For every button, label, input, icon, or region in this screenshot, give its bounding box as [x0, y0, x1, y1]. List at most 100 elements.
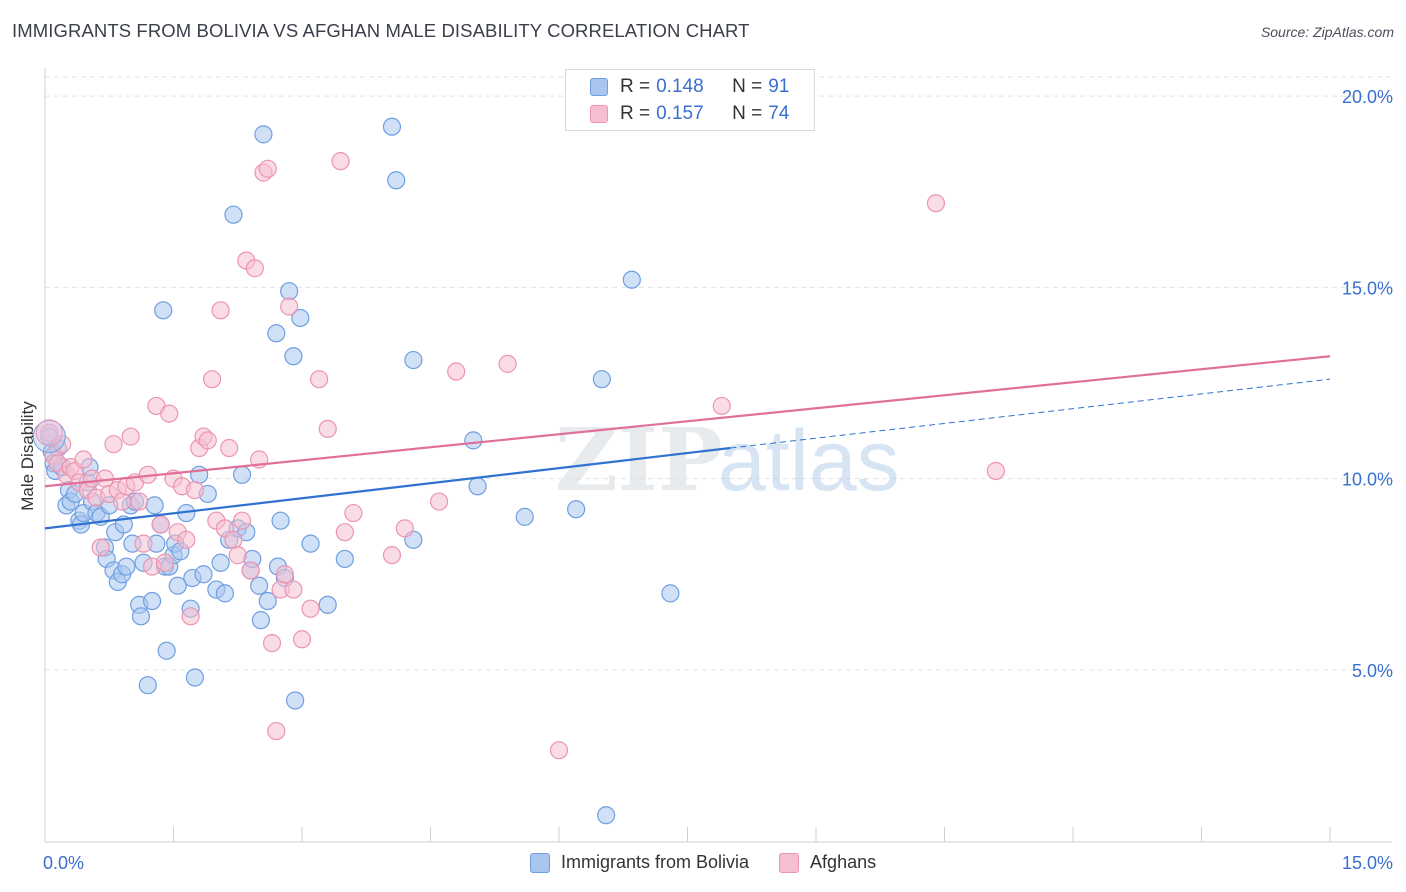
points-layer — [32, 117, 1006, 825]
afghans-point — [35, 419, 63, 447]
afghans-point — [258, 159, 277, 178]
bolivia-point — [286, 691, 305, 710]
bolivia-point — [318, 595, 337, 614]
legend-label-bolivia: Immigrants from Bolivia — [561, 852, 750, 872]
afghans-point — [40, 423, 59, 442]
bolivia-point — [515, 507, 534, 526]
afghans-point — [91, 538, 110, 557]
afghans-point — [275, 565, 294, 584]
y-tick-label: 10.0% — [1342, 470, 1393, 490]
afghans-trend-line — [44, 355, 1331, 488]
afghans-point — [447, 362, 466, 381]
legend-r-value: 0.148 — [656, 76, 704, 97]
afghans-point — [301, 599, 320, 618]
afghans-point — [335, 523, 354, 542]
afghans-point — [292, 630, 312, 649]
x-tick-label: 0.0% — [43, 853, 84, 873]
afghans-point — [331, 152, 350, 171]
bolivia-point — [280, 282, 299, 301]
afghans-point — [318, 419, 337, 438]
bolivia-trend-extension — [730, 378, 1331, 449]
afghans-point — [177, 530, 196, 549]
afghans-point — [262, 633, 282, 653]
afghans-point — [74, 450, 93, 469]
bolivia-point — [267, 324, 286, 343]
afghans-point — [181, 607, 200, 626]
legend-label-afghans: Afghans — [810, 852, 877, 872]
legend-row-bolivia: R = 0.148 N = 91 — [590, 74, 789, 100]
bolivia-point — [138, 676, 157, 695]
bolivia-point — [254, 125, 273, 144]
afghans-point — [395, 519, 414, 538]
bolivia-point — [258, 591, 277, 611]
bolivia-point — [224, 205, 243, 224]
afghans-point — [498, 354, 517, 373]
legend-r-label: R = — [620, 76, 651, 97]
bolivia-point — [157, 641, 176, 660]
bolivia-point — [117, 557, 136, 576]
legend-n-label: N = — [732, 103, 763, 124]
bolivia-point — [291, 308, 310, 328]
bolivia-point — [597, 806, 616, 825]
afghans-point — [185, 481, 205, 500]
legend-swatch-afghans — [779, 852, 800, 873]
afghans-point — [104, 435, 123, 454]
y-axis-label: Male Disability — [18, 401, 37, 511]
y-tick-label: 5.0% — [1352, 661, 1393, 681]
bolivia-trend-line — [44, 446, 731, 530]
legend-swatch-bolivia — [530, 852, 550, 873]
watermark: ZIP atlas — [555, 410, 900, 511]
afghans-point — [134, 534, 153, 553]
tick-labels: 5.0% 10.0% 15.0% 20.0% 0.0% 15.0% — [43, 87, 1393, 873]
trend-layer — [44, 355, 1331, 530]
afghans-point — [382, 546, 402, 565]
afghans-point — [429, 492, 449, 511]
bolivia-point — [142, 591, 162, 611]
afghans-point — [280, 297, 299, 316]
bolivia-point — [215, 584, 234, 603]
bolivia-point — [335, 549, 354, 569]
bolivia-point — [271, 511, 290, 530]
afghans-point — [986, 461, 1006, 481]
afghans-point — [155, 553, 175, 572]
legend-r-label: R = — [620, 103, 651, 124]
bolivia-point — [131, 607, 151, 626]
bolivia-point — [661, 584, 680, 603]
bolivia-point — [464, 431, 483, 450]
legend-n-value: 74 — [768, 103, 790, 124]
legend-swatch-bolivia — [590, 78, 608, 96]
afghans-point — [160, 404, 179, 423]
bolivia-point — [284, 347, 303, 366]
afghans-point — [112, 492, 132, 511]
grid-layer — [45, 76, 1392, 671]
afghans-point — [220, 438, 239, 458]
afghans-point — [151, 515, 170, 534]
afghans-point — [228, 546, 247, 565]
bolivia-point — [622, 270, 641, 289]
afghans-point — [549, 741, 569, 760]
bolivia-point — [32, 420, 66, 454]
legend-r-value: 0.157 — [656, 103, 704, 124]
x-tick-label: 15.0% — [1342, 853, 1393, 873]
bolivia-point — [382, 117, 402, 136]
afghans-point — [211, 301, 230, 320]
afghans-point — [130, 492, 149, 511]
bolivia-point — [185, 668, 205, 687]
y-tick-label: 20.0% — [1342, 87, 1393, 107]
legend-item-bolivia: Immigrants from Bolivia — [530, 852, 749, 873]
series-legend: Immigrants from Bolivia Afghans — [530, 852, 906, 873]
legend-item-afghans: Afghans — [779, 852, 876, 873]
bolivia-point — [232, 465, 252, 484]
afghans-point — [198, 431, 217, 450]
afghans-point — [344, 503, 363, 523]
bolivia-point — [168, 576, 187, 595]
y-tick-label: 15.0% — [1342, 278, 1393, 298]
afghans-point — [202, 370, 222, 389]
afghans-point — [310, 370, 329, 389]
afghans-point — [284, 580, 303, 599]
bolivia-point — [154, 301, 173, 320]
legend-row-afghans: R = 0.157 N = 74 — [590, 101, 789, 127]
legend-swatch-afghans — [590, 105, 608, 123]
bolivia-point — [190, 465, 209, 484]
